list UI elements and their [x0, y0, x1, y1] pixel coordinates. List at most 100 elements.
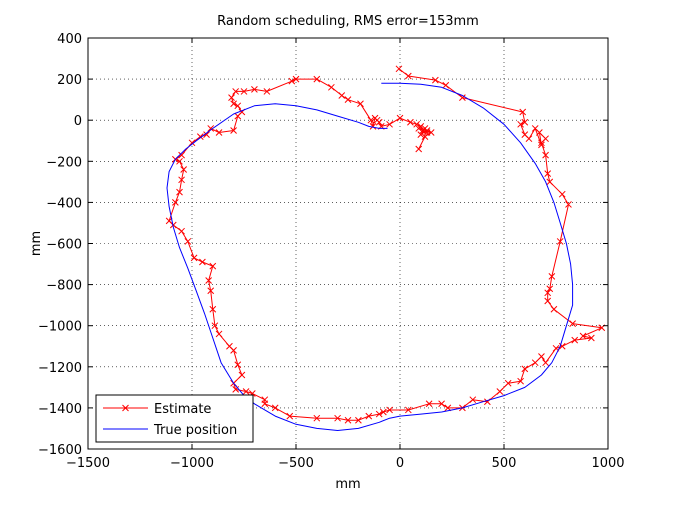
- data-point: [375, 118, 383, 126]
- series-true-position: [166, 82, 574, 431]
- ticks: −1500 −1000 −500 0 500 1000 −1600 −1400 −1200 −10…: [38, 32, 625, 471]
- data-point: [292, 75, 300, 83]
- data-point: [240, 88, 248, 95]
- chart-title: Random scheduling, RMS error=153mm: [217, 14, 479, 29]
- data-point: [542, 359, 549, 367]
- data-point: [286, 412, 294, 420]
- x-tick-label: 1000: [591, 456, 624, 471]
- data-point: [544, 289, 552, 297]
- data-point: [404, 406, 412, 414]
- legend-label: Estimate: [154, 402, 211, 417]
- data-point: [558, 342, 566, 350]
- data-point: [328, 83, 335, 91]
- data-point: [207, 125, 215, 132]
- x-tick-label: −500: [278, 456, 314, 471]
- data-point: [546, 178, 554, 186]
- data-point: [459, 94, 466, 101]
- data-point: [172, 199, 179, 206]
- data-point: [176, 188, 183, 196]
- data-point: [226, 342, 233, 350]
- grid: [88, 38, 608, 449]
- data-point: [207, 287, 215, 295]
- series-estimate: [165, 65, 606, 424]
- data-point: [538, 141, 545, 149]
- data-point: [230, 127, 237, 134]
- data-point: [232, 88, 240, 95]
- data-point: [427, 129, 435, 136]
- data-point: [396, 114, 404, 122]
- data-point: [442, 81, 450, 89]
- data-point: [432, 76, 439, 84]
- y-tick-label: −1000: [38, 320, 82, 335]
- data-point: [425, 400, 433, 408]
- data-point: [205, 277, 212, 284]
- data-point: [386, 120, 393, 128]
- data-point: [180, 166, 188, 173]
- data-point: [579, 332, 587, 340]
- y-axis-label: mm: [29, 231, 44, 256]
- data-point: [565, 201, 572, 208]
- data-point: [199, 258, 206, 266]
- y-tick-label: 200: [57, 73, 82, 88]
- y-tick-label: −600: [46, 238, 82, 253]
- data-point: [228, 94, 235, 101]
- data-point: [521, 365, 529, 373]
- data-point: [538, 139, 545, 147]
- y-tick-label: 0: [74, 114, 82, 129]
- data-point: [263, 88, 271, 95]
- y-tick-label: 400: [57, 32, 82, 47]
- data-point: [313, 75, 321, 83]
- data-point: [380, 408, 387, 416]
- data-point: [209, 305, 217, 313]
- data-point: [415, 145, 423, 153]
- data-point: [178, 176, 185, 184]
- y-tick-label: −200: [46, 155, 82, 170]
- x-tick-label: 500: [492, 456, 517, 471]
- data-point: [344, 416, 352, 424]
- data-point: [417, 131, 425, 138]
- y-tick-label: −400: [46, 196, 82, 211]
- legend-box: [95, 394, 254, 443]
- data-point: [190, 254, 198, 262]
- data-point: [176, 157, 183, 165]
- data-point: [338, 92, 346, 99]
- legend-item: True position: [103, 423, 237, 438]
- y-tick-label: −1600: [38, 443, 82, 458]
- data-point: [365, 412, 373, 420]
- data-point: [184, 238, 192, 245]
- y-tick-label: −1200: [38, 361, 82, 376]
- data-point: [521, 118, 529, 126]
- data-point: [548, 273, 556, 280]
- data-point: [415, 125, 423, 132]
- data-point: [404, 72, 412, 80]
- data-point: [542, 151, 549, 159]
- data-point: [525, 135, 533, 143]
- x-axis-label: mm: [335, 477, 360, 492]
- data-point: [211, 322, 219, 330]
- series-layer: [165, 65, 606, 431]
- data-point: [209, 262, 217, 270]
- data-point: [544, 297, 552, 305]
- data-point: [215, 330, 223, 338]
- data-point: [188, 139, 196, 147]
- data-point: [496, 388, 504, 395]
- data-point: [230, 100, 237, 108]
- data-point: [469, 396, 477, 404]
- x-tick-label: 0: [396, 456, 404, 471]
- data-point: [334, 414, 341, 422]
- data-point: [556, 238, 564, 245]
- x-tick-label: −1000: [170, 456, 214, 471]
- data-point: [178, 151, 185, 159]
- data-point: [234, 102, 242, 110]
- data-point: [369, 123, 377, 130]
- data-point: [517, 377, 524, 385]
- data-point: [423, 127, 431, 134]
- data-point: [438, 400, 445, 408]
- data-point: [344, 96, 352, 104]
- data-point: [550, 305, 558, 313]
- data-point: [421, 133, 429, 140]
- data-point: [288, 77, 296, 85]
- data-point: [215, 129, 223, 136]
